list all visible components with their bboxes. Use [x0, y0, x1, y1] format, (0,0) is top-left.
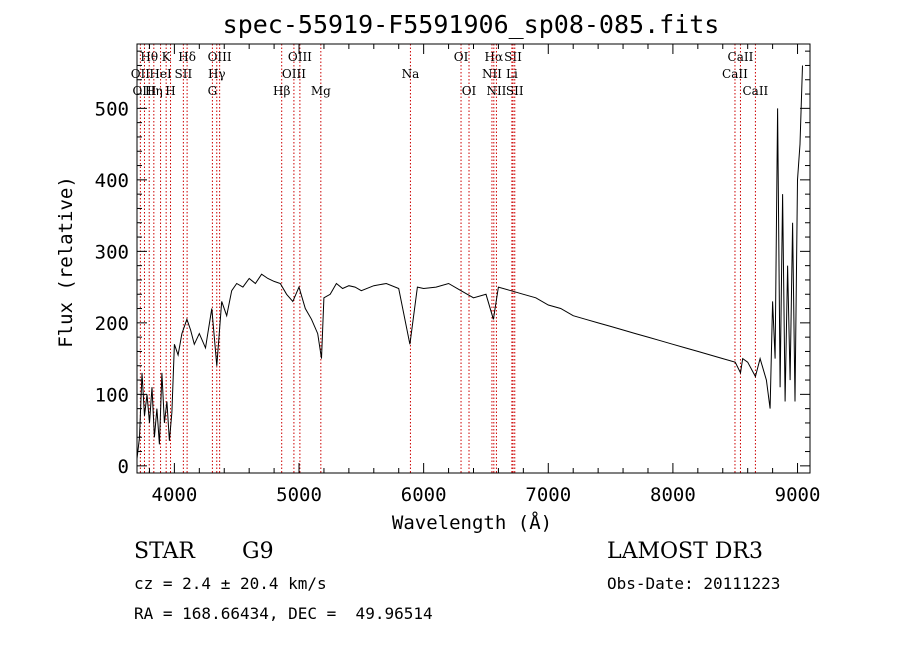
y-axis-label: Flux (relative): [55, 176, 77, 348]
line-label: H: [165, 84, 175, 98]
chart-title: spec-55919-F5591906_sp08-085.fits: [223, 10, 720, 39]
object-class: STAR: [134, 539, 195, 564]
line-label: SII: [506, 84, 524, 98]
line-label: Hθ: [140, 50, 158, 64]
line-label: CaII: [722, 67, 748, 81]
line-label: Li: [506, 67, 518, 81]
line-label: CaII: [742, 84, 768, 98]
line-label: SII: [504, 50, 522, 64]
y-tick-label: 100: [95, 384, 129, 406]
line-label: OIII: [282, 67, 306, 81]
coordinates: RA = 168.66434, DEC = 49.96514: [134, 604, 433, 623]
line-label: Hβ: [273, 84, 290, 98]
line-label: NII: [486, 84, 506, 98]
x-axis: 4000 5000 6000 7000 8000 9000: [148, 44, 821, 506]
subclass: G9: [242, 539, 274, 564]
line-label: Hγ: [208, 67, 226, 81]
y-tick-label: 200: [95, 313, 129, 335]
line-label: OI: [454, 50, 469, 64]
x-tick-label: 7000: [525, 484, 571, 506]
line-label: Hα: [485, 50, 504, 64]
line-label: OIII: [288, 50, 312, 64]
line-label: G: [208, 84, 218, 98]
x-axis-label: Wavelength (Å): [392, 511, 552, 534]
line-label: Mg: [311, 84, 331, 98]
line-label: Hη: [145, 84, 163, 98]
y-tick-label: 500: [95, 98, 129, 120]
line-label: Na: [402, 67, 420, 81]
survey-name: LAMOST DR3: [607, 539, 763, 564]
y-tick-label: 0: [118, 456, 129, 478]
obs-date: Obs-Date: 20111223: [607, 574, 781, 593]
line-label: K: [162, 50, 172, 64]
redshift: cz = 2.4 ± 20.4 km/s: [134, 574, 327, 593]
line-label: SII: [175, 67, 193, 81]
spectrum-line: [136, 65, 803, 459]
x-tick-label: 4000: [152, 484, 198, 506]
line-label: OII: [131, 67, 151, 81]
line-label: NII: [482, 67, 502, 81]
plot-frame: [136, 43, 811, 474]
line-label: OI: [462, 84, 477, 98]
y-tick-label: 300: [95, 241, 129, 263]
line-label: Hδ: [178, 50, 196, 64]
x-tick-label: 6000: [401, 484, 447, 506]
y-tick-label: 400: [95, 170, 129, 192]
x-tick-label: 8000: [650, 484, 696, 506]
line-label: OIII: [208, 50, 232, 64]
x-tick-label: 5000: [276, 484, 322, 506]
x-tick-label: 9000: [775, 484, 821, 506]
line-label: HeI: [149, 67, 172, 81]
y-axis: 0 100 200 300 400 500: [95, 50, 810, 478]
line-label: CaII: [728, 50, 754, 64]
